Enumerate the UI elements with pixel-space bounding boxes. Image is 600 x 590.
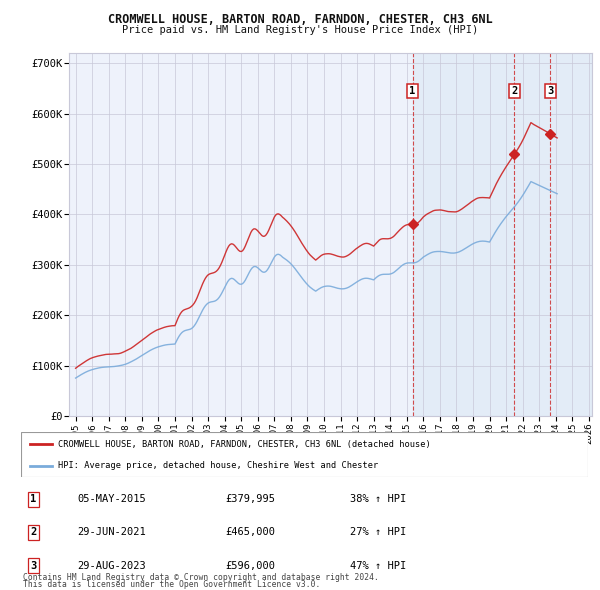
Text: 2: 2: [31, 527, 37, 537]
Text: CROMWELL HOUSE, BARTON ROAD, FARNDON, CHESTER, CH3 6NL: CROMWELL HOUSE, BARTON ROAD, FARNDON, CH…: [107, 13, 493, 26]
Text: 1: 1: [409, 86, 416, 96]
Text: Price paid vs. HM Land Registry's House Price Index (HPI): Price paid vs. HM Land Registry's House …: [122, 25, 478, 35]
Text: Contains HM Land Registry data © Crown copyright and database right 2024.: Contains HM Land Registry data © Crown c…: [23, 573, 379, 582]
Text: 2: 2: [511, 86, 518, 96]
Text: £596,000: £596,000: [225, 560, 275, 571]
Bar: [413, 53, 592, 416]
Text: CROMWELL HOUSE, BARTON ROAD, FARNDON, CHESTER, CH3 6NL (detached house): CROMWELL HOUSE, BARTON ROAD, FARNDON, CH…: [58, 440, 431, 449]
Text: 3: 3: [31, 560, 37, 571]
Text: This data is licensed under the Open Government Licence v3.0.: This data is licensed under the Open Gov…: [23, 580, 320, 589]
Text: £465,000: £465,000: [225, 527, 275, 537]
Text: 05-MAY-2015: 05-MAY-2015: [78, 494, 146, 504]
Text: 47% ↑ HPI: 47% ↑ HPI: [350, 560, 406, 571]
Text: 3: 3: [547, 86, 553, 96]
Text: 27% ↑ HPI: 27% ↑ HPI: [350, 527, 406, 537]
FancyBboxPatch shape: [21, 432, 588, 477]
Text: £379,995: £379,995: [225, 494, 275, 504]
Text: 38% ↑ HPI: 38% ↑ HPI: [350, 494, 406, 504]
Text: 29-AUG-2023: 29-AUG-2023: [78, 560, 146, 571]
Text: HPI: Average price, detached house, Cheshire West and Chester: HPI: Average price, detached house, Ches…: [58, 461, 378, 470]
Text: 1: 1: [31, 494, 37, 504]
Text: 29-JUN-2021: 29-JUN-2021: [78, 527, 146, 537]
